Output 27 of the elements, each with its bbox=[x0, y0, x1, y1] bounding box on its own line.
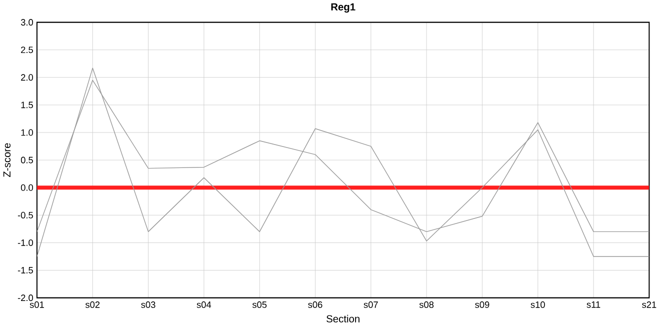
y-tick-label: -1.0 bbox=[18, 240, 34, 246]
x-tick-label: s01 bbox=[30, 302, 44, 308]
x-tick-label: s07 bbox=[364, 302, 378, 308]
x-tick-label: s08 bbox=[419, 302, 434, 308]
y-tick-label: 2.0 bbox=[21, 74, 34, 81]
y-tick-label: 1.0 bbox=[21, 129, 34, 136]
x-tick-label: s11 bbox=[586, 302, 600, 308]
line-series bbox=[36, 68, 650, 257]
x-tick-label: s03 bbox=[141, 302, 156, 308]
x-tick-label: s04 bbox=[196, 302, 212, 308]
y-tick-label: 0.0 bbox=[20, 184, 34, 191]
y-tick-label: -0.5 bbox=[18, 212, 33, 219]
y-tick-label: 0.5 bbox=[20, 156, 33, 164]
y-tick-label: 2.5 bbox=[21, 46, 33, 54]
x-tick-label: s09 bbox=[475, 302, 490, 308]
chart-title: Reg1 bbox=[331, 3, 356, 13]
y-axis-title: Z-score bbox=[3, 143, 11, 178]
y-tick-label: 3.0 bbox=[20, 19, 34, 26]
x-axis-title: Section bbox=[326, 315, 360, 323]
y-tick-label: -1.5 bbox=[18, 267, 33, 274]
x-tick-label: s10 bbox=[530, 302, 545, 308]
y-tick-label: 1.5 bbox=[21, 102, 33, 108]
x-tick-label: s21 bbox=[642, 302, 656, 308]
y-tick-label: -2.0 bbox=[18, 294, 34, 302]
x-tick-label: s05 bbox=[252, 302, 267, 308]
x-tick-label: s06 bbox=[308, 302, 322, 308]
x-tick-label: s02 bbox=[85, 302, 100, 308]
